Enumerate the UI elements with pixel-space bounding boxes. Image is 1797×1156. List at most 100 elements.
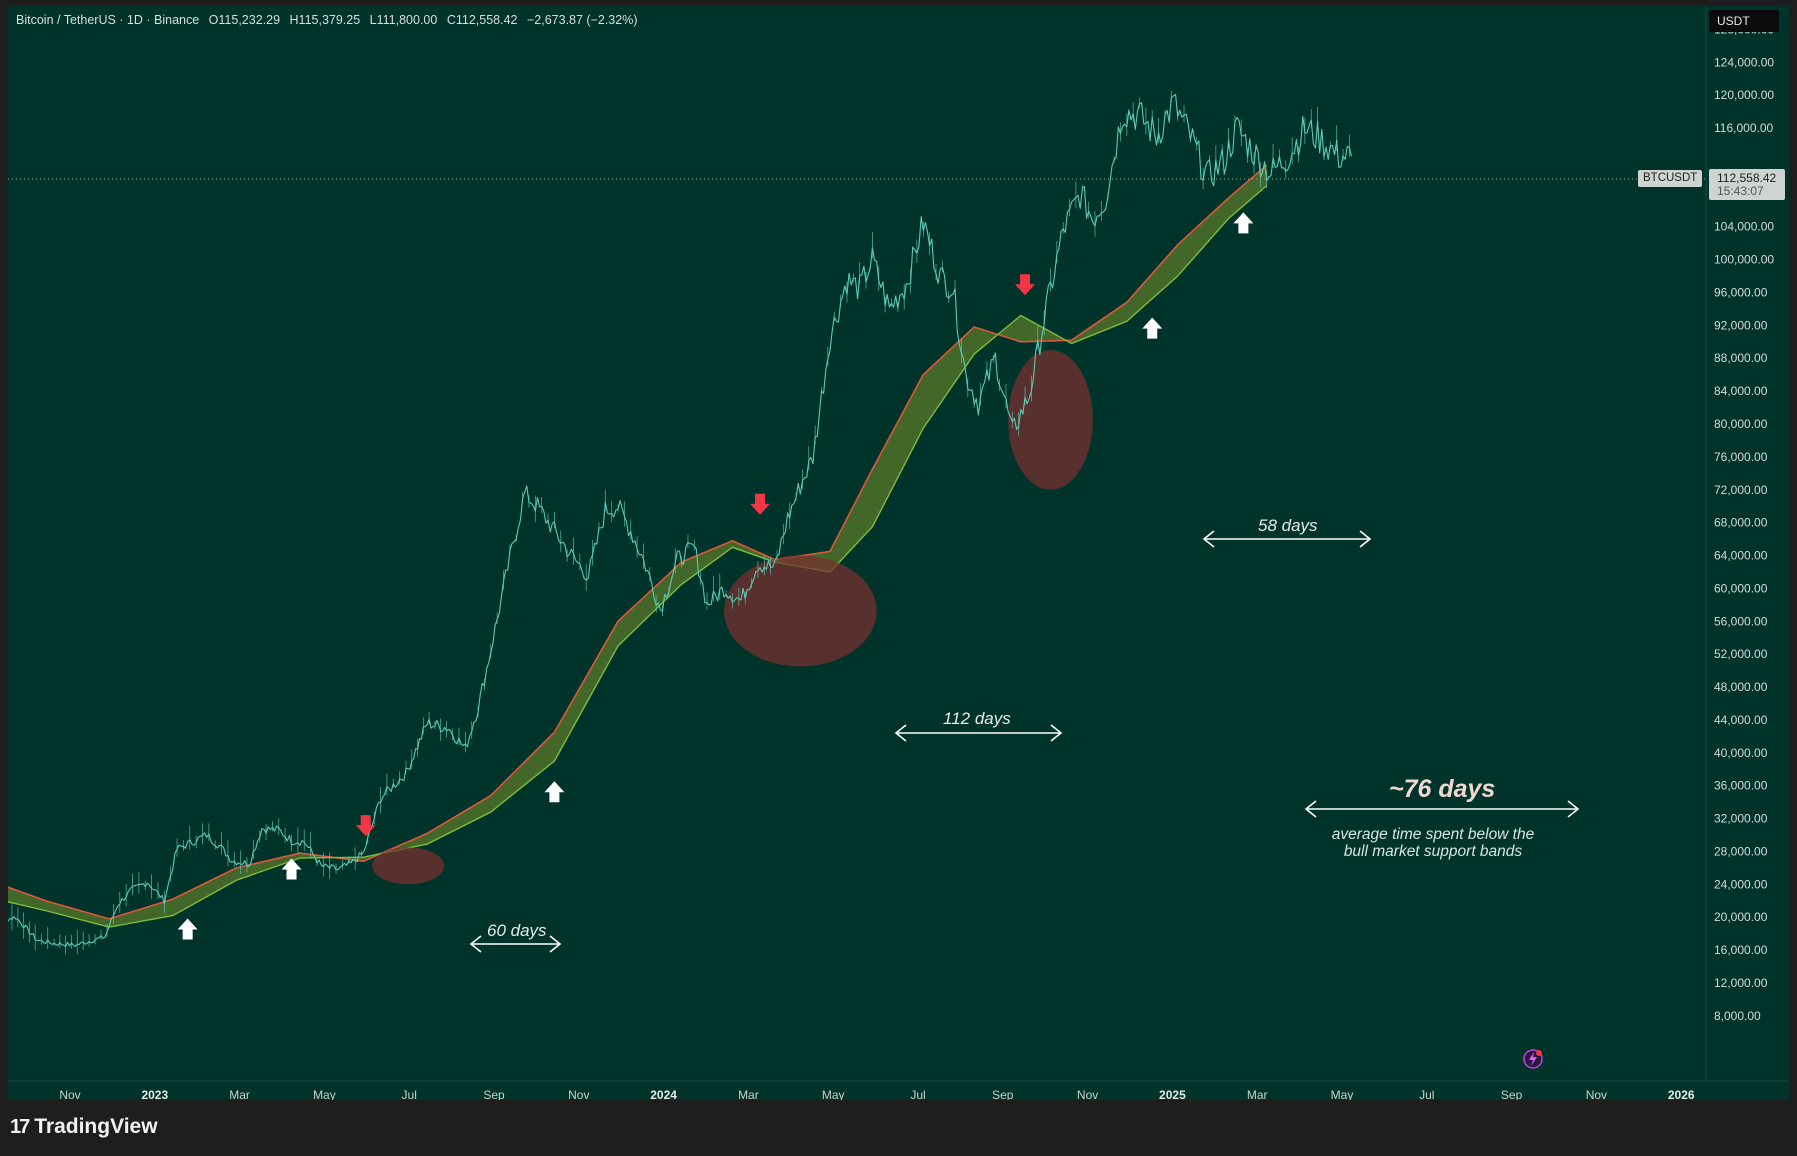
y-tick-label: 96,000.00 <box>1714 285 1768 299</box>
low-value: L111,800.00 <box>369 13 438 27</box>
tradingview-logo-icon: 17 <box>10 1115 30 1138</box>
y-tick-label: 80,000.00 <box>1714 417 1768 431</box>
x-tick-label: Nov <box>1586 1088 1607 1100</box>
price-chart[interactable]: 8,000.00 12,000.00 16,000.00 20,000.00 24,00… <box>8 6 1789 1100</box>
y-tick-label: 124,000.00 <box>1714 55 1774 69</box>
span-arrow-58-left-head <box>1202 530 1215 548</box>
arrow-down-icon <box>355 815 376 837</box>
support-band-layer <box>8 164 1268 928</box>
x-tick-label: May <box>1331 1088 1354 1100</box>
arrow-up-icon <box>1142 317 1163 339</box>
x-tick-label: May <box>822 1088 845 1100</box>
bar-countdown: 15:43:07 <box>1717 184 1764 198</box>
x-tick-label: 2024 <box>650 1088 677 1100</box>
x-tick-label: Jul <box>910 1088 925 1100</box>
x-tick-label: Sep <box>992 1088 1014 1100</box>
y-tick-label: 44,000.00 <box>1714 713 1768 727</box>
x-tick-label: Nov <box>568 1088 589 1100</box>
x-tick-label: 2025 <box>1159 1088 1186 1100</box>
y-tick-label: 12,000.00 <box>1714 976 1768 990</box>
price-line <box>8 93 1353 948</box>
arrow-up-icon <box>281 858 302 880</box>
x-tick-label: Mar <box>738 1088 759 1100</box>
x-tick-label: May <box>313 1088 336 1100</box>
y-tick-label: 20,000.00 <box>1714 910 1768 924</box>
y-tick-label: 32,000.00 <box>1714 812 1768 826</box>
x-tick-label: Sep <box>483 1088 505 1100</box>
last-price-value: 112,558.42 <box>1717 171 1777 185</box>
y-tick-label: 8,000.00 <box>1714 1009 1761 1023</box>
lightning-icon[interactable] <box>1523 1049 1543 1069</box>
span-arrow-112-left-head <box>894 724 907 742</box>
marker-layer <box>177 212 1254 940</box>
average-days-title: ~76 days <box>1389 775 1496 803</box>
time-axis: Nov 2023 Mar May Jul Sep Nov 2024 Mar May Jul Sep No… <box>59 1088 1695 1100</box>
y-tick-label: 76,000.00 <box>1714 450 1768 464</box>
zone-layer <box>372 350 1093 885</box>
average-note-line2: bull market support bands <box>1343 843 1523 860</box>
average-note: average time spent below the bull market… <box>1283 826 1583 860</box>
gap-label-60: 60 days <box>487 921 547 940</box>
y-tick-label: 92,000.00 <box>1714 318 1768 332</box>
y-tick-label: 88,000.00 <box>1714 351 1768 365</box>
span-arrow-112 <box>894 724 1063 742</box>
average-note-line1: average time spent below the <box>1331 826 1535 843</box>
x-tick-label: Mar <box>229 1088 250 1100</box>
y-tick-label: 120,000.00 <box>1714 88 1774 102</box>
span-arrow-average-right-head <box>1567 800 1580 818</box>
span-arrow-layer <box>469 530 1580 953</box>
close-value: C112,558.42 <box>446 13 518 27</box>
x-tick-label: 2023 <box>141 1088 168 1100</box>
support-band-upper-line <box>8 164 1268 920</box>
currency-selector[interactable]: USDT <box>1709 10 1779 32</box>
span-arrow-average <box>1304 800 1580 818</box>
y-tick-label: 64,000.00 <box>1714 549 1768 563</box>
symbol-price-tag: BTCUSDT <box>1638 170 1703 187</box>
span-arrow-58-right-head <box>1359 530 1372 548</box>
x-tick-label: Jul <box>1419 1088 1434 1100</box>
open-value: O115,232.29 <box>208 13 281 27</box>
gap-label-58: 58 days <box>1258 516 1318 535</box>
x-tick-label: Nov <box>1077 1088 1098 1100</box>
y-tick-label: 40,000.00 <box>1714 746 1768 760</box>
support-band-lower-line <box>8 185 1268 928</box>
last-price-tag: 112,558.42 15:43:07 <box>1709 169 1785 200</box>
y-tick-label: 28,000.00 <box>1714 844 1768 858</box>
y-tick-label: 24,000.00 <box>1714 877 1768 891</box>
price-axis: 8,000.00 12,000.00 16,000.00 20,000.00 24,00… <box>1714 22 1774 1022</box>
consolidation-zone-1 <box>372 847 445 885</box>
consolidation-zone-2 <box>724 555 877 667</box>
y-tick-label: 72,000.00 <box>1714 483 1768 497</box>
span-arrow-average-left-head <box>1304 800 1317 818</box>
y-tick-label: 48,000.00 <box>1714 680 1768 694</box>
arrow-down-icon <box>1015 274 1036 296</box>
tradingview-logo[interactable]: 17 TradingView <box>10 1115 158 1139</box>
span-arrow-58 <box>1202 530 1372 548</box>
support-band-fill <box>8 165 1267 928</box>
x-tick-label: Mar <box>1247 1088 1268 1100</box>
chart-frame[interactable]: 8,000.00 12,000.00 16,000.00 20,000.00 24,00… <box>8 6 1789 1100</box>
symbol-legend: Bitcoin / TetherUS · 1D · Binance O115,2… <box>16 13 643 27</box>
arrow-down-icon <box>750 493 771 515</box>
y-tick-label: 52,000.00 <box>1714 647 1768 661</box>
symbol-title[interactable]: Bitcoin / TetherUS · 1D · Binance <box>16 13 200 27</box>
y-tick-label: 56,000.00 <box>1714 614 1768 628</box>
y-tick-label: 116,000.00 <box>1714 121 1773 135</box>
arrow-up-icon <box>544 781 565 803</box>
x-tick-label: 2026 <box>1668 1088 1695 1100</box>
brand-name: TradingView <box>34 1115 158 1138</box>
gap-label-112: 112 days <box>943 709 1011 728</box>
y-tick-label: 36,000.00 <box>1714 779 1768 793</box>
y-tick-label: 84,000.00 <box>1714 384 1768 398</box>
span-arrow-112-right-head <box>1050 724 1063 742</box>
arrow-up-icon <box>1233 212 1254 234</box>
y-tick-label: 104,000.00 <box>1714 220 1774 234</box>
price-series-layer <box>8 90 1353 955</box>
footer-bar <box>0 1100 1797 1156</box>
consolidation-zone-3 <box>1008 350 1093 490</box>
high-value: H115,379.25 <box>289 13 361 27</box>
y-tick-label: 60,000.00 <box>1714 581 1768 595</box>
arrow-up-icon <box>177 918 198 940</box>
x-tick-label: Jul <box>402 1088 417 1100</box>
x-tick-label: Nov <box>59 1088 80 1100</box>
